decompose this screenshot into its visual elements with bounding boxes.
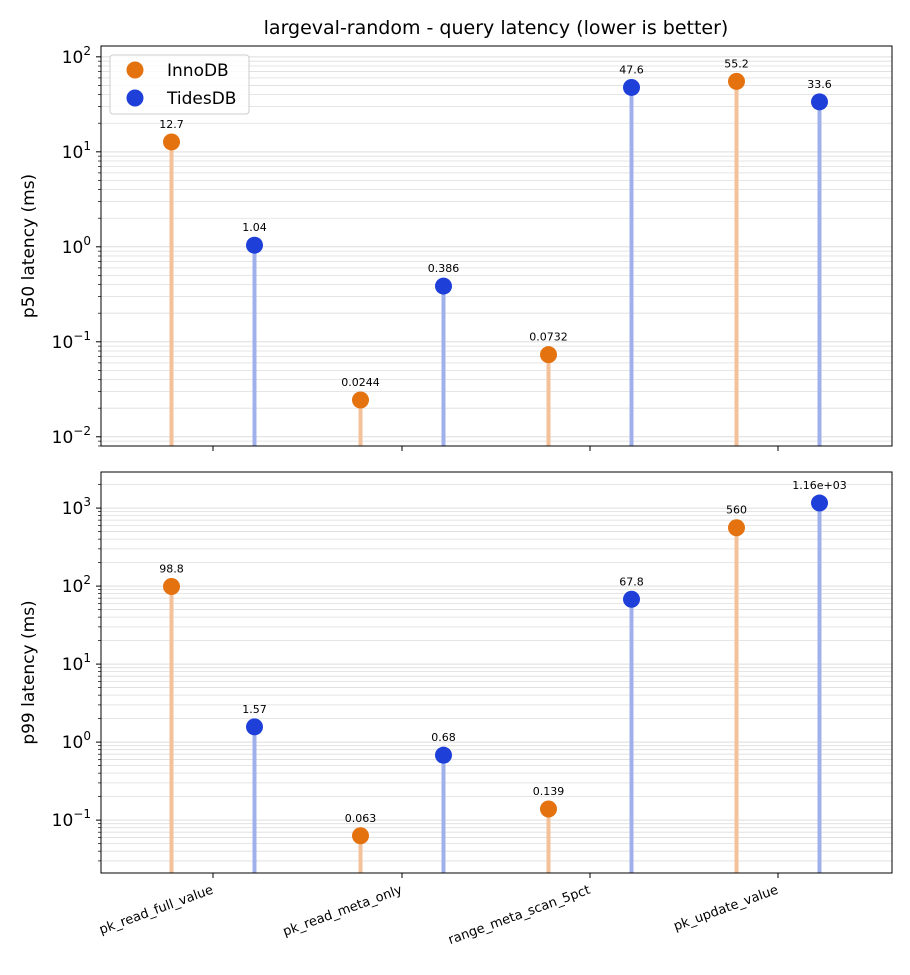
lollipop-marker	[623, 590, 640, 608]
data-label: 0.0732	[529, 331, 568, 344]
y-tick-label: 10−2	[52, 424, 91, 448]
lollipop-marker	[352, 391, 369, 409]
y-axis: 10−1 100 101 102 103 p99 latency (ms)	[19, 484, 101, 862]
series-innodb: 98.8 0.063 0.139 560	[159, 504, 747, 873]
data-label: 0.139	[533, 785, 565, 798]
data-label: 98.8	[159, 562, 184, 575]
axes-frame	[100, 45, 893, 447]
series-innodb: 12.7 0.0244 0.0732 55.2	[159, 57, 749, 446]
data-label: 55.2	[724, 57, 749, 70]
data-label: 0.68	[431, 731, 456, 744]
legend: InnoDB TidesDB	[109, 54, 250, 115]
lollipop-marker	[435, 746, 452, 764]
data-label: 67.8	[619, 575, 644, 588]
lollipop-marker	[163, 577, 180, 595]
lollipop-marker	[540, 800, 557, 818]
legend-label: TidesDB	[166, 89, 236, 109]
lollipop-marker	[728, 519, 745, 537]
lollipop-marker	[163, 133, 180, 151]
series-tidesdb: 1.04 0.386 47.6 33.6	[242, 63, 832, 446]
lollipop-marker	[811, 494, 828, 512]
y-tick-label: 10−1	[52, 329, 91, 353]
x-tick-label: pk_update_value	[672, 883, 781, 935]
y-tick-label: 103	[62, 495, 91, 519]
grid-lines	[101, 484, 892, 862]
lollipop-marker	[623, 78, 640, 96]
lollipop-marker	[540, 346, 557, 364]
legend-label: InnoDB	[167, 61, 229, 81]
data-label: 1.04	[242, 221, 267, 234]
lollipop-marker	[246, 236, 263, 254]
y-tick-label: 100	[62, 729, 91, 753]
legend-box	[109, 54, 250, 115]
lollipop-marker	[728, 72, 745, 90]
x-tick-label: pk_read_meta_only	[281, 883, 405, 940]
y-tick-label: 100	[62, 234, 91, 258]
data-label: 0.0244	[341, 376, 380, 389]
lollipop-marker	[352, 827, 369, 845]
data-label: 12.7	[159, 118, 184, 131]
y-axis: 10−2 10−1 100 101 102 p50 latency (ms)	[19, 44, 101, 448]
x-axis: pk_read_full_value pk_read_meta_only range…	[97, 883, 780, 948]
y-tick-label: 101	[62, 139, 91, 163]
p99-latency-panel: 98.8 0.063 0.139 560 1.57 0.68 67.8 1.16e+03 10−…	[19, 471, 893, 878]
y-tick-label: 10−1	[52, 807, 91, 831]
axes-frame	[100, 471, 893, 874]
data-label: 560	[726, 504, 747, 517]
lollipop-marker	[246, 718, 263, 736]
p50-latency-panel: 12.7 0.0244 0.0732 55.2 1.04 0.386 47.6 33.6 10−…	[19, 44, 893, 451]
y-tick-label: 101	[62, 651, 91, 675]
chart-title: largeval-random - query latency (lower i…	[264, 17, 729, 39]
legend-marker	[126, 89, 144, 107]
y-axis-label: p50 latency (ms)	[19, 174, 39, 318]
y-tick-label: 102	[62, 573, 91, 597]
x-tick-label: pk_read_full_value	[97, 883, 215, 938]
y-tick-label: 102	[62, 44, 91, 68]
data-label: 1.57	[242, 703, 267, 716]
data-label: 47.6	[619, 63, 644, 76]
legend-marker	[126, 61, 144, 79]
data-label: 1.16e+03	[792, 479, 846, 492]
y-axis-label: p99 latency (ms)	[19, 600, 39, 744]
grid-lines	[101, 56, 892, 447]
lollipop-marker	[435, 277, 452, 295]
data-label: 0.386	[428, 262, 460, 275]
x-tick-label: range_meta_scan_5pct	[446, 883, 592, 948]
data-label: 0.063	[345, 812, 377, 825]
series-tidesdb: 1.57 0.68 67.8 1.16e+03	[242, 479, 847, 873]
lollipop-marker	[811, 93, 828, 111]
data-label: 33.6	[807, 78, 832, 91]
